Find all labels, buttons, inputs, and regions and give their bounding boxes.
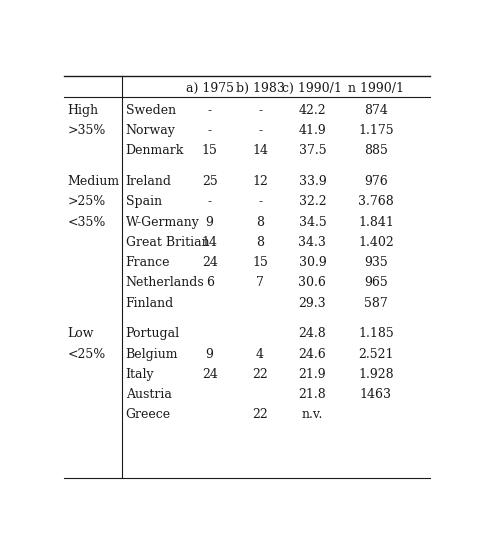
Text: Low: Low [67,327,94,340]
Text: b) 1983: b) 1983 [236,82,284,95]
Text: 885: 885 [364,144,388,157]
Text: -: - [258,195,262,208]
Text: 587: 587 [364,296,388,310]
Text: <25%: <25% [67,347,106,361]
Text: Austria: Austria [126,388,172,401]
Text: 8: 8 [256,215,264,229]
Text: 24: 24 [202,368,217,381]
Text: Norway: Norway [126,124,175,137]
Text: 3.768: 3.768 [358,195,394,208]
Text: 34.3: 34.3 [298,236,326,249]
Text: Netherlands: Netherlands [126,276,204,289]
Text: -: - [208,104,212,117]
Text: 874: 874 [364,104,388,117]
Text: >25%: >25% [67,195,106,208]
Text: 2.521: 2.521 [358,347,394,361]
Text: -: - [258,104,262,117]
Text: 935: 935 [364,256,388,269]
Text: Spain: Spain [126,195,162,208]
Text: W-Germany: W-Germany [126,215,200,229]
Text: <35%: <35% [67,215,106,229]
Text: a) 1975: a) 1975 [186,82,234,95]
Text: Medium: Medium [67,175,120,188]
Text: 21.9: 21.9 [298,368,326,381]
Text: Belgium: Belgium [126,347,178,361]
Text: Sweden: Sweden [126,104,176,117]
Text: 30.9: 30.9 [298,256,326,269]
Text: 15: 15 [252,256,268,269]
Text: 22: 22 [252,408,268,421]
Text: Denmark: Denmark [126,144,184,157]
Text: 1.175: 1.175 [358,124,394,137]
Text: 7: 7 [256,276,264,289]
Text: 4: 4 [256,347,264,361]
Text: 24: 24 [202,256,217,269]
Text: 41.9: 41.9 [298,124,326,137]
Text: 37.5: 37.5 [298,144,326,157]
Text: 1.402: 1.402 [358,236,394,249]
Text: 14: 14 [252,144,268,157]
Text: 22: 22 [252,368,268,381]
Text: >35%: >35% [67,124,106,137]
Text: 9: 9 [206,347,214,361]
Text: -: - [208,124,212,137]
Text: 1.185: 1.185 [358,327,394,340]
Text: High: High [67,104,99,117]
Text: 32.2: 32.2 [298,195,326,208]
Text: 1463: 1463 [360,388,392,401]
Text: n 1990/1: n 1990/1 [348,82,404,95]
Text: 12: 12 [252,175,268,188]
Text: Greece: Greece [126,408,171,421]
Text: 976: 976 [364,175,388,188]
Text: 42.2: 42.2 [298,104,326,117]
Text: 1.841: 1.841 [358,215,394,229]
Text: 14: 14 [201,236,218,249]
Text: 25: 25 [202,175,217,188]
Text: 24.6: 24.6 [298,347,326,361]
Text: 30.6: 30.6 [298,276,326,289]
Text: c) 1990/1: c) 1990/1 [282,82,342,95]
Text: Ireland: Ireland [126,175,172,188]
Text: 34.5: 34.5 [298,215,326,229]
Text: 29.3: 29.3 [298,296,326,310]
Text: 1.928: 1.928 [358,368,394,381]
Text: 965: 965 [364,276,388,289]
Text: n.v.: n.v. [302,408,323,421]
Text: Finland: Finland [126,296,174,310]
Text: 9: 9 [206,215,214,229]
Text: 15: 15 [202,144,217,157]
Text: France: France [126,256,170,269]
Text: 21.8: 21.8 [298,388,326,401]
Text: 6: 6 [206,276,214,289]
Text: Italy: Italy [126,368,154,381]
Text: -: - [208,195,212,208]
Text: 8: 8 [256,236,264,249]
Text: -: - [258,124,262,137]
Text: Portugal: Portugal [126,327,180,340]
Text: 33.9: 33.9 [298,175,326,188]
Text: Great Britian: Great Britian [126,236,209,249]
Text: 24.8: 24.8 [298,327,326,340]
